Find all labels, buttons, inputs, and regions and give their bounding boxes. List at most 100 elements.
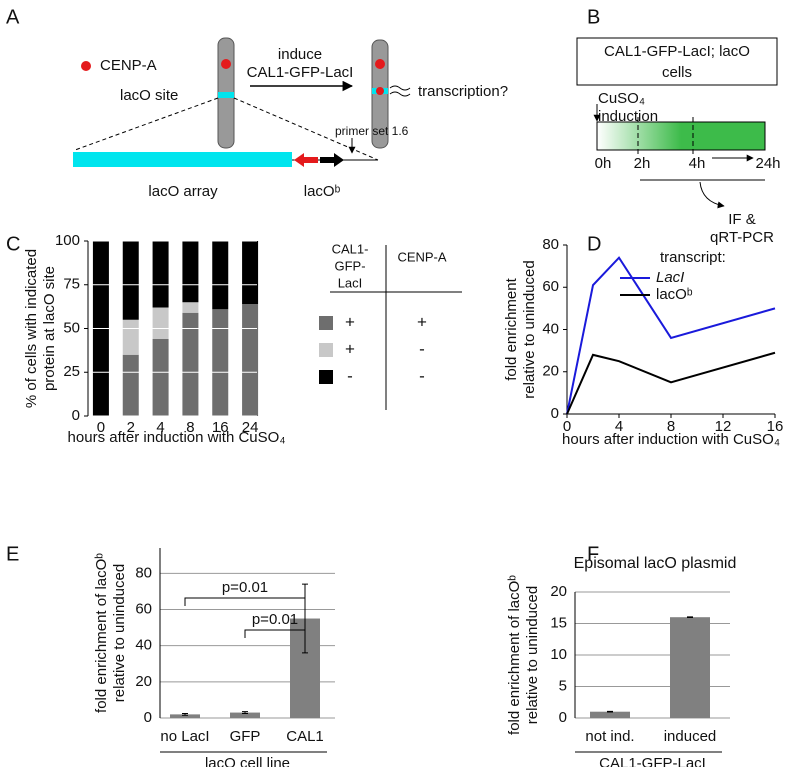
y-axis-label: protein at lacO site [41, 266, 58, 391]
site-label: lacO site [120, 87, 178, 104]
readout-text: qRT-PCR [710, 229, 774, 246]
box-text: CAL1-GFP-LacI; lacO [604, 43, 750, 60]
error-bar [242, 711, 248, 714]
legend-header: CENP-A [397, 249, 446, 264]
bar-segment [182, 302, 199, 313]
legend-swatch [319, 370, 333, 384]
y-axis-label: relative to uninduced [524, 586, 541, 724]
legend-header: GFP- [334, 258, 365, 273]
legend-cell: + [345, 312, 355, 331]
y-tick-label: 5 [559, 677, 567, 694]
x-tick-label: 24 [242, 419, 259, 436]
x-tick-label: CAL1 [286, 728, 324, 745]
time-label: 2h [634, 155, 651, 172]
panel-label: B [587, 6, 600, 28]
line [566, 351, 776, 415]
x-tick-label: 8 [667, 418, 675, 435]
y-tick-label: 80 [542, 236, 559, 253]
bar-segment [152, 241, 169, 308]
bar-segment [182, 312, 199, 416]
x-tick-label: 4 [615, 418, 623, 435]
y-tick-label: 60 [542, 278, 559, 295]
bar-segment [212, 309, 229, 416]
bar-segment [152, 307, 169, 339]
annotation: p=0.01 [222, 579, 268, 596]
panel-label: E [6, 543, 19, 565]
box [576, 37, 778, 86]
y-tick-label: 75 [63, 276, 80, 293]
centromere [221, 59, 231, 69]
x-tick-label: 4 [156, 419, 164, 436]
chart-title: Episomal lacO plasmid [574, 555, 737, 572]
y-tick-label: 0 [144, 709, 152, 726]
bar-segment [122, 354, 139, 416]
y-tick-label: 0 [559, 709, 567, 726]
y-tick-label: 10 [550, 646, 567, 663]
time-bar [596, 121, 766, 151]
x-tick-label: 16 [212, 419, 229, 436]
bar-segment [242, 304, 259, 416]
x-axis-label: hours after induction with CuSO₄ [562, 431, 780, 448]
y-tick-label: 20 [135, 673, 152, 690]
time-label: 4h [689, 155, 706, 172]
arrow-label: induce [278, 46, 322, 63]
x-tick-label: 2 [127, 419, 135, 436]
y-axis-label: fold enrichment of lacOᵇ [506, 575, 523, 735]
cenp-a-dot [81, 61, 91, 71]
legend-swatch [319, 316, 333, 330]
zoom-lines [74, 97, 379, 161]
x-tick-label: no LacI [160, 728, 209, 745]
x-tick-label: 12 [715, 418, 732, 435]
bar [230, 712, 260, 718]
y-axis-label: % of cells with indicated [23, 249, 40, 408]
readout-text: IF & [728, 211, 756, 228]
y-tick-label: 40 [542, 320, 559, 337]
bar-segment [242, 241, 259, 304]
x-tick-label: 0 [97, 419, 105, 436]
y-tick-label: 50 [63, 319, 80, 336]
legend-title: transcript: [660, 249, 726, 266]
x-tick-label: induced [664, 728, 717, 745]
time-label: 0h [595, 155, 612, 172]
error-bar [607, 710, 613, 713]
panel-label: D [587, 233, 601, 255]
array-label: lacO array [148, 183, 218, 200]
panel-label: C [6, 233, 20, 255]
legend-cell: - [419, 366, 425, 385]
readout-arrow [699, 181, 725, 209]
panel-label: A [6, 6, 20, 28]
gene-arrow [320, 153, 344, 167]
y-tick-label: 20 [550, 583, 567, 600]
y-tick-label: 100 [55, 232, 80, 249]
diagram-b: CAL1-GFP-LacI; lacO cells CuSO₄ inductio… [576, 37, 781, 246]
bar-segment [122, 319, 139, 355]
panel-label: F [587, 543, 599, 565]
legend-cell: - [347, 366, 353, 385]
inducer-text: CuSO₄ [598, 90, 645, 107]
y-axis-label: relative to uninduced [111, 564, 128, 702]
x-tick-label: not ind. [585, 728, 634, 745]
x-tick-label: 8 [186, 419, 194, 436]
gene-label: lacOᵇ [304, 183, 341, 200]
legend-cell: + [417, 312, 427, 331]
y-tick-label: 25 [63, 363, 80, 380]
error-bar [182, 712, 188, 716]
transcript-wave [389, 85, 411, 97]
y-tick-label: 80 [135, 564, 152, 581]
y-axis-label: fold enrichment of lacOᵇ [93, 553, 110, 713]
bar [170, 714, 200, 718]
bar-segment [152, 339, 169, 416]
y-axis-label: relative to uninduced [521, 260, 538, 398]
diagram-a: CENP-A lacO site induce CAL1-GFP-LacI tr… [73, 37, 508, 200]
legend-cell: - [419, 339, 425, 358]
legend-text: CENP-A [100, 57, 157, 74]
legend-header: CAL1- [332, 241, 369, 256]
line [566, 256, 776, 415]
laco-band [218, 92, 234, 98]
y-tick-label: 20 [542, 363, 559, 380]
time-marks [637, 117, 694, 155]
bound-dot [376, 87, 384, 95]
y-tick-label: 40 [135, 637, 152, 654]
x-axis-label: hours after induction with CuSO₄ [68, 429, 286, 446]
error-bar [302, 583, 308, 654]
